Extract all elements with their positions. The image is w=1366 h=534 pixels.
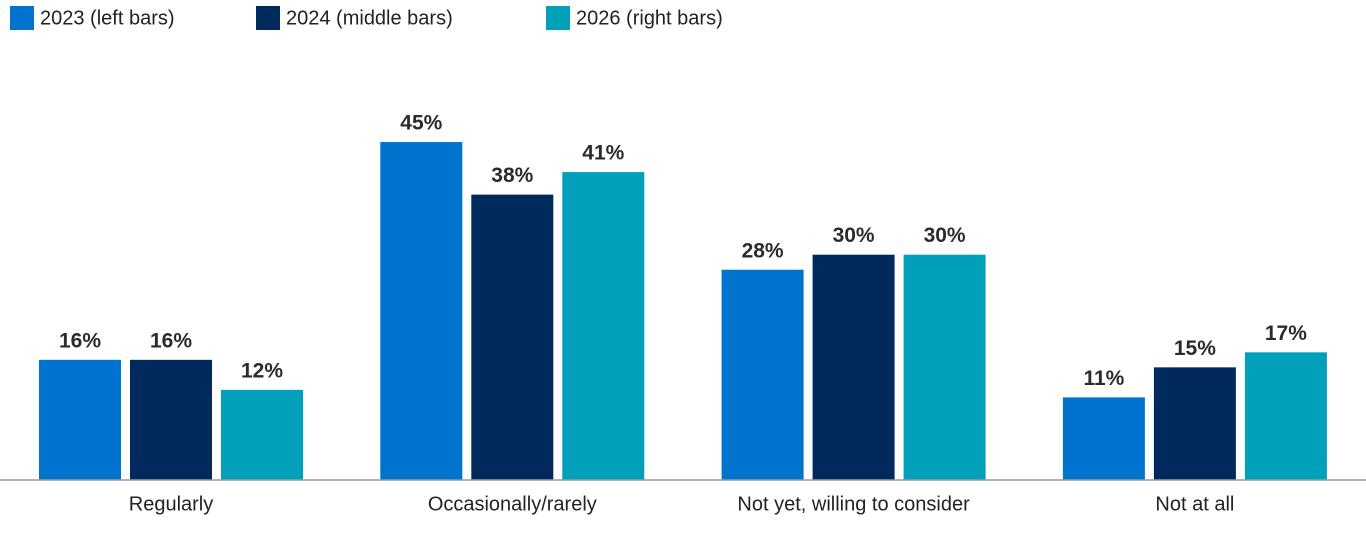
value-label: 12% <box>241 359 283 382</box>
x-tick-label: Not at all <box>1155 493 1234 515</box>
bar <box>1244 352 1327 480</box>
bar <box>39 359 121 480</box>
legend-label: 2024 (middle bars) <box>286 7 453 29</box>
legend-swatch <box>546 6 570 30</box>
bar <box>721 269 804 480</box>
bar <box>1062 397 1145 480</box>
x-tick-label: Occasionally/rarely <box>428 493 597 515</box>
bar <box>380 142 463 481</box>
legend-swatch <box>10 6 34 30</box>
bar <box>1153 367 1236 480</box>
value-label: 38% <box>491 164 533 187</box>
value-label: 15% <box>1174 337 1216 360</box>
bar <box>130 359 212 480</box>
bar <box>221 389 303 480</box>
value-label: 16% <box>150 329 192 352</box>
x-tick-label: Regularly <box>129 493 213 515</box>
x-tick-label: Not yet, willing to consider <box>737 493 970 515</box>
value-label: 41% <box>582 142 624 165</box>
bar <box>903 254 986 480</box>
legend-label: 2023 (left bars) <box>40 7 175 29</box>
value-label: 16% <box>59 329 101 352</box>
bar <box>471 194 554 480</box>
legend-label: 2026 (right bars) <box>576 7 723 29</box>
bar <box>812 254 895 480</box>
value-label: 11% <box>1083 367 1124 390</box>
value-label: 17% <box>1265 322 1307 345</box>
value-label: 30% <box>833 224 875 247</box>
bar <box>562 172 645 480</box>
value-label: 28% <box>742 239 784 262</box>
value-label: 45% <box>400 112 442 135</box>
value-label: 30% <box>924 224 966 247</box>
legend-swatch <box>256 6 280 30</box>
